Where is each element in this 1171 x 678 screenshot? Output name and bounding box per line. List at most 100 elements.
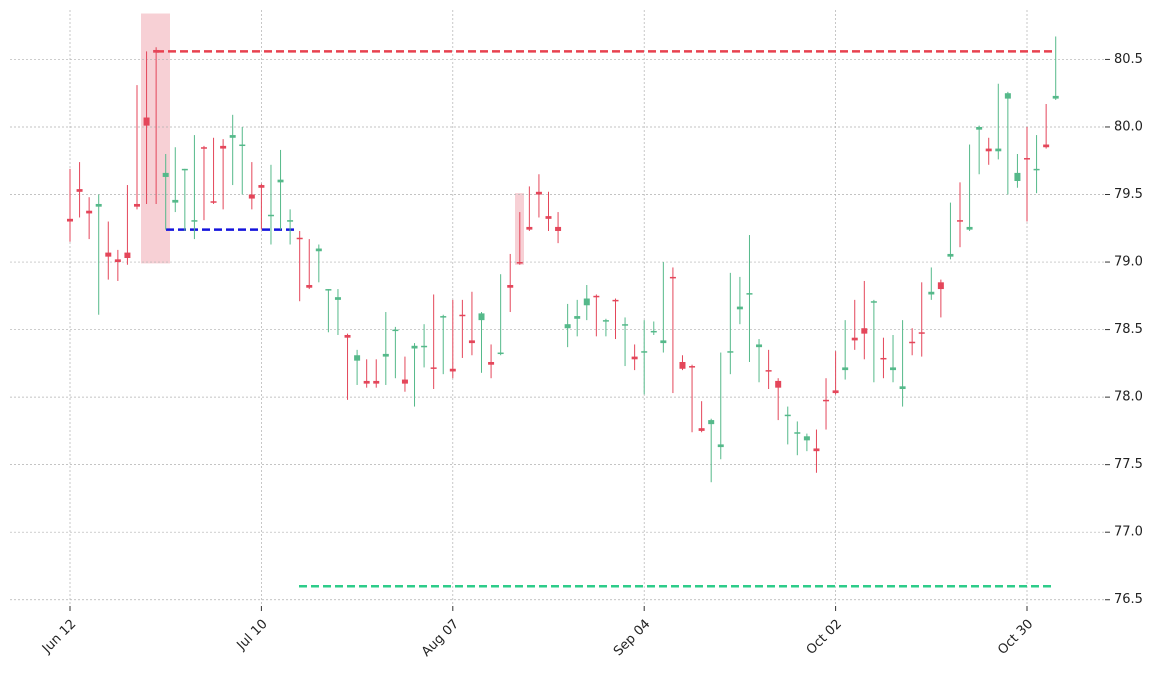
candle-body: [593, 295, 600, 298]
candle-body: [392, 329, 399, 332]
candle-body: [67, 218, 73, 222]
candle-body: [411, 345, 418, 349]
candle-body: [200, 147, 207, 149]
x-tick-label: Aug 07: [419, 617, 462, 660]
candle-body: [287, 220, 294, 222]
candle-body: [181, 168, 188, 171]
candle-body: [689, 366, 696, 368]
y-tick-label: 76.5: [1114, 592, 1143, 607]
candle-body: [717, 444, 724, 448]
candle-body: [765, 370, 772, 372]
y-tick-label: 77.0: [1114, 525, 1143, 540]
candle-body: [870, 301, 877, 303]
candle-body: [641, 351, 648, 353]
candle-body: [918, 332, 925, 334]
candle-body: [574, 316, 581, 319]
candle-body: [516, 262, 523, 264]
candle-body: [851, 337, 858, 341]
candle-body: [296, 237, 303, 240]
candle-body: [344, 334, 351, 338]
y-tick-label: 77.5: [1114, 457, 1143, 472]
candle-body: [736, 306, 743, 310]
candle-body: [803, 436, 810, 441]
candle-body: [363, 380, 370, 384]
candle-body: [440, 316, 447, 318]
candle-body: [430, 367, 437, 369]
y-tick-label: 79.0: [1114, 255, 1143, 270]
y-tick-label: 79.5: [1114, 187, 1143, 202]
candle-body: [1043, 144, 1050, 148]
candle-body: [459, 314, 466, 317]
x-tick-label: Oct 02: [804, 617, 845, 658]
candle-body: [976, 126, 983, 130]
candle-body: [813, 448, 820, 452]
candle-body: [1004, 93, 1011, 99]
candle-body: [382, 353, 389, 357]
candle-body: [832, 390, 839, 394]
candle-body: [631, 356, 638, 360]
candle-body: [564, 324, 571, 329]
y-tick-label: 80.0: [1114, 119, 1143, 134]
candle-body: [76, 189, 83, 192]
candle-body: [354, 355, 361, 361]
highlight-zone: [141, 13, 170, 264]
candle-body: [602, 320, 609, 322]
candle-body: [612, 299, 619, 302]
candle-body: [899, 386, 906, 390]
candle-body: [622, 324, 629, 326]
candle-body: [947, 253, 954, 257]
candle-body: [985, 148, 992, 152]
candle-body: [794, 432, 801, 434]
candle-body: [727, 351, 734, 353]
candle-body: [535, 191, 542, 195]
candle-body: [555, 226, 562, 231]
candle-body: [124, 252, 131, 258]
candle-body: [114, 259, 121, 263]
candle-body: [153, 49, 160, 53]
candle-body: [86, 210, 93, 214]
candle-body: [966, 226, 973, 230]
candle-body: [698, 428, 705, 431]
candle-body: [95, 203, 102, 207]
candle-body: [526, 226, 533, 230]
candle-body: [239, 144, 246, 147]
candle-body: [995, 148, 1002, 152]
candle-body: [191, 220, 198, 222]
candle-body: [583, 298, 590, 306]
candle-body: [1033, 168, 1040, 171]
x-tick-label: Jun 12: [39, 617, 79, 657]
candle-body: [775, 380, 782, 388]
candle-body: [421, 345, 428, 348]
candle-body: [756, 344, 763, 348]
y-tick-label: 80.5: [1114, 52, 1143, 67]
candle-body: [248, 194, 255, 199]
y-tick-label: 78.0: [1114, 390, 1143, 405]
candle-body: [277, 179, 284, 183]
x-tick-label: Sep 04: [611, 617, 654, 660]
candle-body: [842, 367, 849, 371]
candle-body: [133, 203, 140, 207]
candle-body: [1014, 172, 1021, 182]
candle-body: [1024, 158, 1030, 160]
candle-body: [660, 340, 667, 344]
candle-body: [478, 313, 485, 321]
candle-body: [325, 289, 332, 291]
candle-body: [650, 330, 657, 333]
candle-body: [229, 135, 236, 138]
x-tick-label: Jul 10: [234, 617, 271, 654]
candle-body: [507, 285, 514, 288]
candle-body: [267, 214, 274, 217]
candle-body: [880, 357, 887, 360]
candle-body: [306, 285, 313, 288]
candle-body: [890, 367, 897, 371]
candle-body: [488, 362, 495, 365]
candle-body: [162, 172, 169, 177]
candle-body: [861, 328, 868, 334]
candle-body: [928, 291, 935, 295]
candle-body: [105, 252, 112, 257]
candle-body: [823, 399, 830, 402]
candle-body: [172, 199, 179, 203]
candle-body: [210, 201, 217, 203]
candle-body: [669, 276, 676, 279]
